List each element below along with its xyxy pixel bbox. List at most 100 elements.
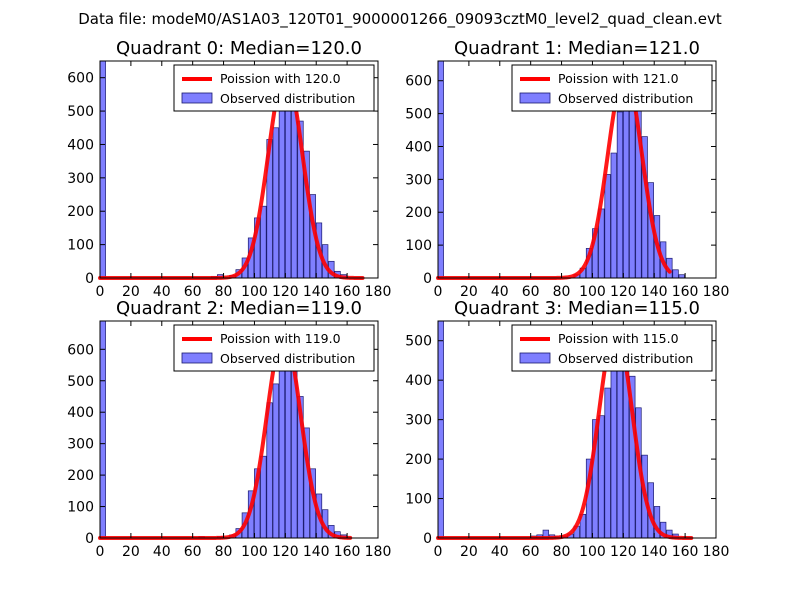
quadrant-0-plot: 0 20 40 60 80 100 120 140 160 1800100200300400500… bbox=[67, 38, 391, 300]
x-tick-label: 120 bbox=[610, 284, 637, 300]
histogram-bar bbox=[437, 320, 444, 539]
legend-poisson-label: Poission with 119.0 bbox=[220, 331, 341, 346]
y-tick-label: 500 bbox=[405, 334, 432, 350]
x-tick-label: 120 bbox=[272, 284, 299, 300]
y-tick-label: 200 bbox=[405, 452, 432, 468]
x-tick-label: 180 bbox=[365, 284, 392, 300]
y-tick-label: 0 bbox=[85, 531, 94, 547]
histogram-bar bbox=[260, 455, 267, 539]
y-tick-label: 600 bbox=[67, 342, 94, 358]
y-tick-label: 400 bbox=[67, 405, 94, 421]
histogram-bar bbox=[99, 60, 106, 279]
x-tick-label: 180 bbox=[365, 544, 392, 560]
y-tick-label: 500 bbox=[67, 374, 94, 390]
x-tick-label: 40 bbox=[153, 544, 171, 560]
legend-observed-label: Observed distribution bbox=[220, 351, 355, 366]
x-tick-label: 0 bbox=[96, 284, 105, 300]
histogram-bar bbox=[278, 355, 286, 539]
y-tick-label: 500 bbox=[405, 107, 432, 123]
subplot-title: Quadrant 2: Median=119.0 bbox=[116, 298, 362, 319]
legend-observed-label: Observed distribution bbox=[220, 91, 355, 106]
x-tick-label: 20 bbox=[122, 544, 140, 560]
histogram-bar bbox=[260, 205, 267, 279]
x-tick-label: 40 bbox=[491, 284, 509, 300]
x-tick-label: 20 bbox=[122, 284, 140, 300]
x-tick-label: 40 bbox=[153, 284, 171, 300]
x-tick-label: 0 bbox=[434, 284, 443, 300]
x-tick-label: 80 bbox=[553, 284, 571, 300]
axes-frame bbox=[437, 60, 717, 279]
y-tick-label: 500 bbox=[67, 104, 94, 120]
axes-frame bbox=[437, 320, 717, 539]
histogram-bar bbox=[622, 93, 630, 279]
subplot-title: Quadrant 3: Median=115.0 bbox=[454, 298, 700, 319]
legend-poisson-label: Poission with 115.0 bbox=[558, 331, 679, 346]
x-tick-label: 60 bbox=[522, 544, 540, 560]
x-tick-label: 40 bbox=[491, 544, 509, 560]
legend: Poission with 120.0 Observed distribution bbox=[173, 64, 375, 112]
legend-bar-swatch bbox=[181, 92, 213, 104]
legend-bar-swatch bbox=[519, 92, 551, 104]
x-tick-label: 100 bbox=[241, 544, 268, 560]
x-tick-label: 80 bbox=[215, 284, 233, 300]
x-tick-label: 180 bbox=[703, 284, 730, 300]
y-tick-label: 100 bbox=[405, 238, 432, 254]
x-tick-label: 80 bbox=[215, 544, 233, 560]
legend-bar-swatch bbox=[181, 352, 213, 364]
histogram-bar bbox=[616, 111, 624, 279]
axes-frame bbox=[99, 60, 379, 279]
y-tick-label: 0 bbox=[85, 271, 94, 287]
quadrant-3-plot: 0 20 40 60 80 100 120 140 160 1800100200300400500… bbox=[405, 298, 729, 560]
quadrant-panels: 0 20 40 60 80 100 120 140 160 1800100200300400500… bbox=[67, 38, 729, 560]
histogram-bar bbox=[604, 387, 611, 539]
histogram-bar bbox=[278, 104, 286, 279]
x-tick-label: 60 bbox=[522, 284, 540, 300]
quadrant-2-plot: 0 20 40 60 80 100 120 140 160 1800100200300400500… bbox=[67, 298, 391, 560]
y-tick-label: 0 bbox=[423, 531, 432, 547]
x-tick-label: 0 bbox=[96, 544, 105, 560]
y-tick-label: 200 bbox=[405, 205, 432, 221]
legend-poisson-label: Poission with 120.0 bbox=[220, 71, 341, 86]
x-tick-label: 20 bbox=[460, 284, 478, 300]
y-tick-label: 0 bbox=[423, 271, 432, 287]
y-tick-label: 100 bbox=[405, 492, 432, 508]
x-tick-label: 160 bbox=[334, 544, 361, 560]
subplot-title: Quadrant 0: Median=120.0 bbox=[116, 38, 362, 59]
figure-title: Data file: modeM0/AS1A03_120T01_90000012… bbox=[78, 10, 722, 29]
y-tick-label: 600 bbox=[67, 71, 94, 87]
y-tick-label: 300 bbox=[405, 172, 432, 188]
histogram-bar bbox=[610, 152, 617, 279]
y-tick-label: 100 bbox=[67, 500, 94, 516]
x-tick-label: 100 bbox=[241, 284, 268, 300]
histogram-bar bbox=[616, 360, 624, 539]
y-tick-label: 300 bbox=[67, 437, 94, 453]
y-tick-label: 400 bbox=[67, 137, 94, 153]
axes-frame bbox=[99, 320, 379, 539]
legend: Poission with 119.0 Observed distribution bbox=[173, 324, 375, 372]
y-tick-label: 200 bbox=[67, 468, 94, 484]
legend: Poission with 115.0 Observed distribution bbox=[511, 324, 713, 372]
y-tick-label: 400 bbox=[405, 139, 432, 155]
y-tick-label: 600 bbox=[405, 74, 432, 90]
x-tick-label: 100 bbox=[579, 544, 606, 560]
x-tick-label: 160 bbox=[672, 284, 699, 300]
legend-poisson-label: Poission with 121.0 bbox=[558, 71, 679, 86]
x-tick-label: 60 bbox=[184, 284, 202, 300]
x-tick-label: 140 bbox=[641, 544, 668, 560]
histogram-bar bbox=[598, 415, 605, 539]
x-tick-label: 140 bbox=[303, 284, 330, 300]
quadrant-1-plot: 0 20 40 60 80 100 120 140 160 1800100200300400500… bbox=[405, 38, 729, 300]
x-tick-label: 160 bbox=[334, 284, 361, 300]
x-tick-label: 100 bbox=[579, 284, 606, 300]
y-tick-label: 300 bbox=[67, 171, 94, 187]
legend-observed-label: Observed distribution bbox=[558, 91, 693, 106]
y-tick-label: 400 bbox=[405, 373, 432, 389]
x-tick-label: 0 bbox=[434, 544, 443, 560]
y-tick-label: 100 bbox=[67, 238, 94, 254]
x-tick-label: 20 bbox=[460, 544, 478, 560]
histogram-bar bbox=[272, 127, 279, 279]
x-tick-label: 140 bbox=[641, 284, 668, 300]
x-tick-label: 180 bbox=[703, 544, 730, 560]
legend-observed-label: Observed distribution bbox=[558, 351, 693, 366]
